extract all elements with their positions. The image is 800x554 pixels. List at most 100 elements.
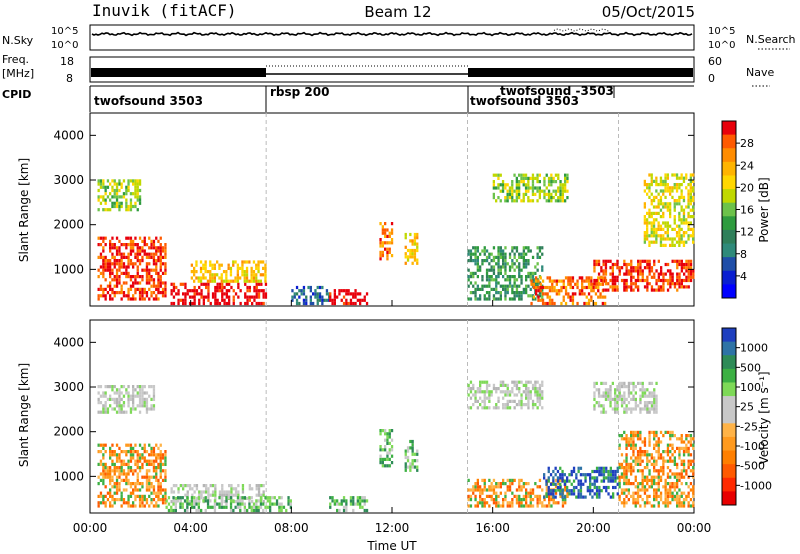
data-cell: [515, 199, 518, 203]
data-cell: [616, 262, 619, 267]
data-cell: [97, 243, 100, 247]
data-cell: [653, 407, 656, 411]
data-cell: [634, 385, 637, 389]
data-cell: [623, 459, 626, 463]
data-cell: [125, 192, 128, 196]
data-cell: [225, 505, 228, 509]
data-cell: [141, 482, 144, 486]
data-cell: [511, 287, 514, 291]
data-cell: [550, 192, 553, 196]
data-cell: [229, 502, 233, 506]
data-cell: [221, 289, 224, 293]
data-cell: [104, 443, 107, 447]
data-cell: [566, 485, 569, 490]
data-cell: [687, 459, 690, 463]
data-cell: [129, 198, 133, 202]
data-cell: [632, 430, 635, 434]
data-cell: [538, 249, 542, 253]
data-cell: [237, 295, 240, 299]
data-cell: [687, 192, 690, 196]
data-cell: [687, 189, 690, 193]
data-cell: [518, 186, 521, 190]
data-cell: [111, 204, 114, 209]
data-cell: [120, 391, 123, 395]
data-cell: [593, 492, 596, 496]
data-cell: [115, 268, 119, 272]
data-cell: [520, 180, 523, 184]
data-cell: [483, 380, 486, 384]
data-cell: [246, 289, 249, 293]
data-cell: [650, 269, 654, 273]
data-cell: [687, 466, 690, 470]
data-cell: [259, 496, 263, 500]
data-cell: [666, 501, 670, 505]
data-cell: [497, 387, 500, 391]
data-cell: [481, 501, 484, 505]
data-cell: [609, 394, 612, 398]
data-cell: [676, 462, 679, 466]
data-cell: [488, 396, 491, 400]
data-cell: [164, 294, 167, 298]
data-cell: [657, 453, 660, 457]
data-cell: [568, 479, 571, 483]
data-cell: [650, 453, 653, 457]
data-cell: [662, 485, 665, 489]
colorbar-swatch: [722, 202, 736, 217]
data-cell: [190, 263, 193, 267]
data-cell: [671, 482, 674, 486]
data-cell: [531, 383, 535, 387]
data-cell: [241, 263, 244, 267]
data-cell: [109, 478, 112, 482]
data-cell: [186, 292, 189, 296]
data-cell: [132, 385, 135, 389]
data-cell: [611, 272, 614, 276]
data-cell: [409, 468, 412, 472]
data-cell: [554, 473, 557, 477]
data-cell: [109, 262, 112, 266]
data-cell: [118, 466, 121, 470]
data-cell: [157, 456, 160, 460]
data-cell: [648, 440, 651, 444]
data-cell: [145, 404, 149, 408]
data-cell: [193, 273, 196, 277]
data-cell: [481, 390, 484, 394]
freq-ytick-top: 18: [60, 55, 74, 68]
data-cell: [685, 231, 688, 235]
data-cell: [193, 285, 196, 290]
data-cell: [183, 508, 187, 513]
data-cell: [109, 475, 112, 479]
data-cell: [264, 292, 268, 296]
data-cell: [309, 289, 312, 293]
data-cell: [216, 282, 219, 286]
data-cell: [666, 446, 670, 450]
data-cell: [159, 462, 162, 466]
data-cell: [474, 399, 477, 403]
data-cell: [571, 301, 575, 306]
data-cell: [673, 227, 676, 231]
data-cell: [662, 288, 665, 292]
data-cell: [687, 269, 690, 273]
data-cell: [262, 289, 265, 293]
data-cell: [641, 407, 644, 411]
data-cell: [120, 466, 123, 470]
data-cell: [155, 459, 158, 463]
data-cell: [115, 201, 119, 205]
data-cell: [356, 292, 359, 296]
data-cell: [664, 504, 667, 508]
data-cell: [138, 498, 142, 502]
data-cell: [689, 278, 693, 283]
data-cell: [630, 469, 633, 473]
data-cell: [416, 232, 419, 237]
data-cell: [179, 282, 182, 286]
data-cell: [604, 295, 607, 299]
data-cell: [680, 262, 683, 267]
data-cell: [467, 275, 470, 279]
data-cell: [243, 502, 246, 506]
data-cell: [557, 173, 560, 177]
data-cell: [666, 494, 670, 498]
data-cell: [113, 243, 116, 247]
data-cell: [502, 265, 505, 269]
cpid-segment-3: twofsound 3503: [470, 94, 579, 108]
data-cell: [264, 270, 267, 274]
data-cell: [511, 491, 514, 495]
